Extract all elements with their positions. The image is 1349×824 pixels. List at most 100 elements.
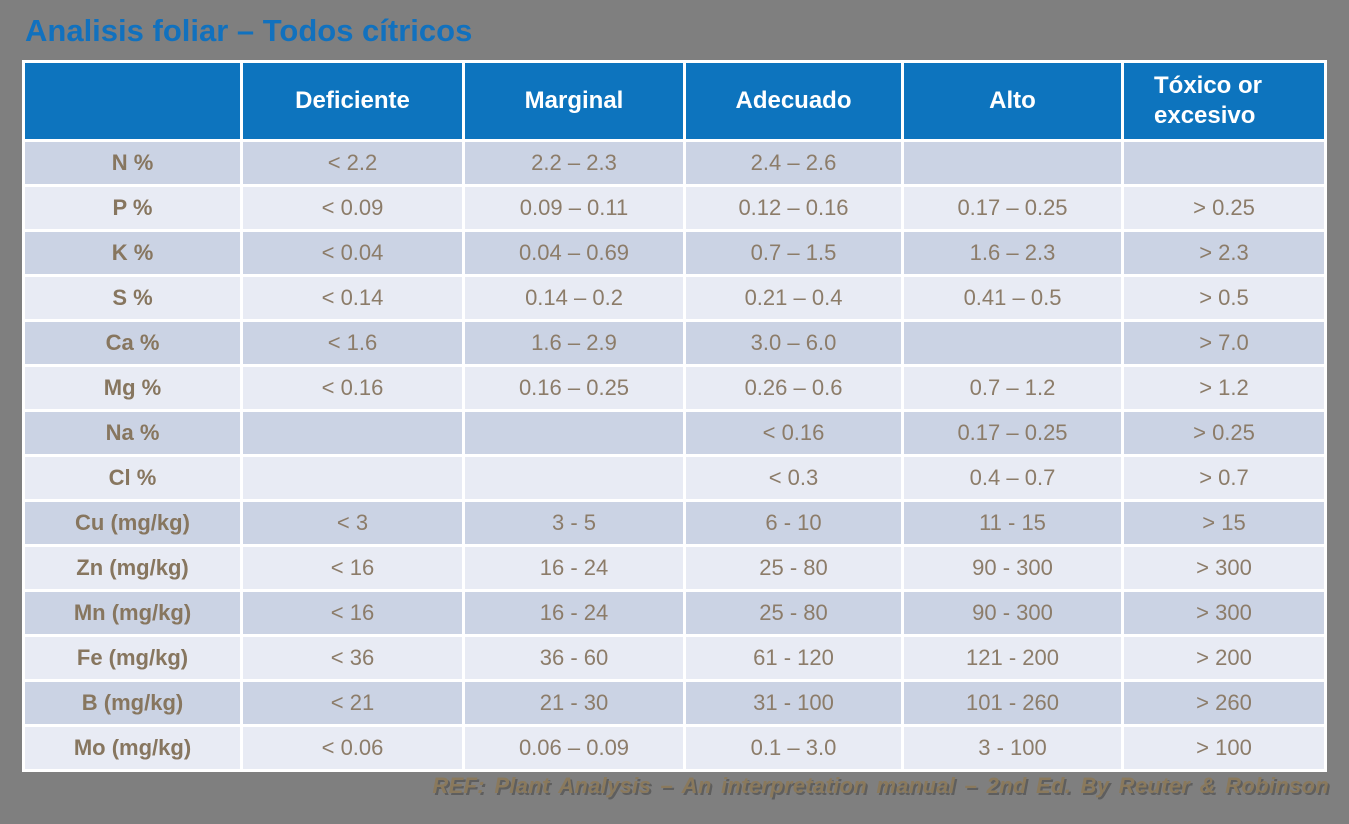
table-cell: 25 - 80 bbox=[686, 592, 901, 634]
row-label: Cl % bbox=[25, 457, 240, 499]
table-cell: 101 - 260 bbox=[904, 682, 1121, 724]
table-cell: 0.17 – 0.25 bbox=[904, 412, 1121, 454]
row-label: Mn (mg/kg) bbox=[25, 592, 240, 634]
table-cell: 1.6 – 2.9 bbox=[465, 322, 683, 364]
table-row: B (mg/kg) < 21 21 - 30 31 - 100 101 - 260 > 2… bbox=[25, 682, 1324, 724]
table-cell: 0.16 – 0.25 bbox=[465, 367, 683, 409]
table-cell: < 1.6 bbox=[243, 322, 462, 364]
column-header: Alto bbox=[904, 63, 1121, 139]
table-cell: < 0.09 bbox=[243, 187, 462, 229]
table-cell: < 0.3 bbox=[686, 457, 901, 499]
table-cell: 0.14 – 0.2 bbox=[465, 277, 683, 319]
table-cell: 0.06 – 0.09 bbox=[465, 727, 683, 769]
row-label: P % bbox=[25, 187, 240, 229]
table-cell: 2.4 – 2.6 bbox=[686, 142, 901, 184]
row-label: Cu (mg/kg) bbox=[25, 502, 240, 544]
page-title: Analisis foliar – Todos cítricos bbox=[25, 13, 473, 48]
table-cell: > 15 bbox=[1124, 502, 1324, 544]
table-cell: 121 - 200 bbox=[904, 637, 1121, 679]
column-header: Marginal bbox=[465, 63, 683, 139]
table-cell: 3 - 5 bbox=[465, 502, 683, 544]
table-cell: 0.1 – 3.0 bbox=[686, 727, 901, 769]
row-label: B (mg/kg) bbox=[25, 682, 240, 724]
table-cell: < 21 bbox=[243, 682, 462, 724]
table-row: Na % < 0.16 0.17 – 0.25 > 0.25 bbox=[25, 412, 1324, 454]
table-row: Mg % < 0.16 0.16 – 0.25 0.26 – 0.6 0.7 – 1.2… bbox=[25, 367, 1324, 409]
table-cell: > 7.0 bbox=[1124, 322, 1324, 364]
table-cell: > 2.3 bbox=[1124, 232, 1324, 274]
table-cell: 31 - 100 bbox=[686, 682, 901, 724]
row-label: Mg % bbox=[25, 367, 240, 409]
table-cell: < 0.16 bbox=[243, 367, 462, 409]
table-cell: > 300 bbox=[1124, 547, 1324, 589]
table-cell: 36 - 60 bbox=[465, 637, 683, 679]
row-label: S % bbox=[25, 277, 240, 319]
table-row: Cl % < 0.3 0.4 – 0.7 > 0.7 bbox=[25, 457, 1324, 499]
table-row: S % < 0.14 0.14 – 0.2 0.21 – 0.4 0.41 – 0.5 >… bbox=[25, 277, 1324, 319]
table-cell: 16 - 24 bbox=[465, 592, 683, 634]
row-label: Mo (mg/kg) bbox=[25, 727, 240, 769]
table-cell: < 3 bbox=[243, 502, 462, 544]
table-row: Mn (mg/kg) < 16 16 - 24 25 - 80 90 - 300 > 30… bbox=[25, 592, 1324, 634]
table-cell: < 16 bbox=[243, 592, 462, 634]
table-cell: < 36 bbox=[243, 637, 462, 679]
table-body: N % < 2.2 2.2 – 2.3 2.4 – 2.6 P % < 0.09 0.09 … bbox=[25, 142, 1324, 769]
table-row: Zn (mg/kg) < 16 16 - 24 25 - 80 90 - 300 > 30… bbox=[25, 547, 1324, 589]
table-cell bbox=[465, 457, 683, 499]
table-cell: 25 - 80 bbox=[686, 547, 901, 589]
table-cell: 0.21 – 0.4 bbox=[686, 277, 901, 319]
table-cell: 3.0 – 6.0 bbox=[686, 322, 901, 364]
table-cell bbox=[1124, 142, 1324, 184]
table-row: Ca % < 1.6 1.6 – 2.9 3.0 – 6.0 > 7.0 bbox=[25, 322, 1324, 364]
table-cell: 1.6 – 2.3 bbox=[904, 232, 1121, 274]
table-cell: 6 - 10 bbox=[686, 502, 901, 544]
row-label: Na % bbox=[25, 412, 240, 454]
table-cell: 61 - 120 bbox=[686, 637, 901, 679]
table-row: K % < 0.04 0.04 – 0.69 0.7 – 1.5 1.6 – 2.3 > … bbox=[25, 232, 1324, 274]
table-cell: > 1.2 bbox=[1124, 367, 1324, 409]
table-cell: < 0.16 bbox=[686, 412, 901, 454]
table-cell: 0.17 – 0.25 bbox=[904, 187, 1121, 229]
table-cell: 3 - 100 bbox=[904, 727, 1121, 769]
table-cell: < 0.14 bbox=[243, 277, 462, 319]
row-label: N % bbox=[25, 142, 240, 184]
table-cell: 0.7 – 1.2 bbox=[904, 367, 1121, 409]
column-header: Adecuado bbox=[686, 63, 901, 139]
row-label: Zn (mg/kg) bbox=[25, 547, 240, 589]
table-cell: 0.09 – 0.11 bbox=[465, 187, 683, 229]
row-label: Fe (mg/kg) bbox=[25, 637, 240, 679]
table-cell: 90 - 300 bbox=[904, 592, 1121, 634]
table-cell: < 0.04 bbox=[243, 232, 462, 274]
table-cell: > 300 bbox=[1124, 592, 1324, 634]
table-cell: 0.41 – 0.5 bbox=[904, 277, 1121, 319]
table-cell: 0.12 – 0.16 bbox=[686, 187, 901, 229]
table-cell: > 0.7 bbox=[1124, 457, 1324, 499]
table-cell bbox=[243, 457, 462, 499]
table-cell: 16 - 24 bbox=[465, 547, 683, 589]
table-cell bbox=[465, 412, 683, 454]
header-row: Deficiente Marginal Adecuado Alto Tóxico or … bbox=[25, 63, 1324, 139]
column-header: Tóxico or excesivo bbox=[1124, 63, 1324, 139]
table-cell: > 200 bbox=[1124, 637, 1324, 679]
table-cell: < 2.2 bbox=[243, 142, 462, 184]
table-row: Fe (mg/kg) < 36 36 - 60 61 - 120 121 - 200 > … bbox=[25, 637, 1324, 679]
reference-footer: REF: Plant Analysis – An interpretation … bbox=[432, 773, 1329, 798]
table-cell: > 0.25 bbox=[1124, 412, 1324, 454]
table-cell: > 260 bbox=[1124, 682, 1324, 724]
table-cell: < 0.06 bbox=[243, 727, 462, 769]
table-cell: > 0.5 bbox=[1124, 277, 1324, 319]
table-cell: 2.2 – 2.3 bbox=[465, 142, 683, 184]
table-cell bbox=[904, 142, 1121, 184]
table-cell: > 0.25 bbox=[1124, 187, 1324, 229]
table-cell bbox=[243, 412, 462, 454]
column-header: Deficiente bbox=[243, 63, 462, 139]
table-cell: 90 - 300 bbox=[904, 547, 1121, 589]
table-cell: 0.26 – 0.6 bbox=[686, 367, 901, 409]
table-row: N % < 2.2 2.2 – 2.3 2.4 – 2.6 bbox=[25, 142, 1324, 184]
corner-header-cell bbox=[25, 63, 240, 139]
table-cell bbox=[904, 322, 1121, 364]
table-row: P % < 0.09 0.09 – 0.11 0.12 – 0.16 0.17 – 0.… bbox=[25, 187, 1324, 229]
table-cell: 0.04 – 0.69 bbox=[465, 232, 683, 274]
